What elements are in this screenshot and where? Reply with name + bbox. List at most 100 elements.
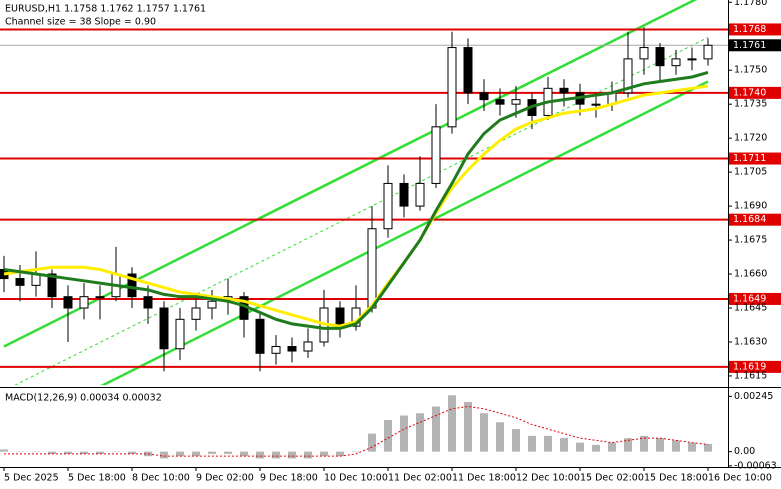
x-tick-label: 5 Dec 2025 [4, 473, 59, 484]
candle-body [447, 47, 457, 128]
macd-bar [176, 451, 184, 457]
channel-line [100, 80, 709, 385]
level-label-box [729, 23, 781, 36]
candle-body [79, 296, 89, 309]
macd-bar [128, 451, 136, 454]
candle-body [399, 182, 409, 207]
macd-bar [336, 451, 344, 457]
macd-bar [320, 451, 328, 457]
candle-body [415, 182, 425, 207]
y-tick-label: 1.1660 [734, 269, 767, 280]
macd-bar [272, 451, 280, 459]
x-tick-label: 9 Dec 18:00 [260, 473, 318, 484]
macd-bar [16, 451, 24, 453]
y-tick-label: 1.1780 [734, 0, 767, 8]
level-label: 1.1649 [733, 293, 766, 304]
x-tick-label: 11 Dec 02:00 [388, 473, 452, 484]
candle-body [495, 99, 505, 105]
candle-body [143, 296, 153, 309]
candle-body [671, 58, 681, 67]
level-label: 1.1768 [733, 24, 766, 35]
macd-bar [688, 442, 696, 452]
macd-bar [160, 451, 168, 459]
y-tick-label: 1.1735 [734, 99, 767, 110]
macd-bar [624, 438, 632, 452]
level-label-box [729, 213, 781, 226]
macd-bar [112, 451, 120, 453]
macd-bar [400, 415, 408, 452]
y-tick-label: 1.1645 [734, 303, 767, 314]
macd-bar [640, 435, 648, 452]
candle-body [303, 341, 313, 352]
macd-bar [576, 442, 584, 452]
level-label: 1.1684 [733, 214, 766, 225]
macd-bar [304, 451, 312, 459]
candle-body [47, 273, 57, 298]
candle-body [511, 99, 521, 105]
macd-bar [368, 433, 376, 452]
macd-bar [544, 435, 552, 452]
candle-body [655, 47, 665, 67]
level-label: 1.1711 [733, 153, 766, 164]
y-tick-label: 1.1750 [734, 65, 767, 76]
macd-bar [384, 420, 392, 452]
candle-body [383, 182, 393, 230]
macd-bar [704, 443, 712, 452]
macd-bar [560, 438, 568, 452]
macd-bar [592, 444, 600, 452]
chart-title: EURUSD,H1 1.1758 1.1762 1.1757 1.1761 [5, 4, 206, 15]
level-label-box [729, 152, 781, 165]
x-tick-label: 5 Dec 18:00 [68, 473, 126, 484]
macd-bar [208, 451, 216, 454]
level-label: 1.1619 [733, 361, 766, 372]
macd-bar [96, 451, 104, 454]
candle-body [591, 103, 601, 106]
level-label-box [729, 360, 781, 373]
x-tick-label: 12 Dec 10:00 [516, 473, 580, 484]
candle-body [479, 92, 489, 101]
candle-body [207, 300, 217, 309]
x-tick-label: 15 Dec 18:00 [644, 473, 708, 484]
macd-bar [608, 442, 616, 452]
x-tick-label: 10 Dec 10:00 [324, 473, 388, 484]
y-tick-label: -0.00063 [734, 460, 777, 471]
candle-body [191, 307, 201, 320]
macd-bar [224, 451, 232, 454]
macd-bar [512, 429, 520, 452]
moving-average [3, 71, 709, 330]
macd-bar [672, 440, 680, 452]
macd-bar [432, 406, 440, 452]
y-tick-label: 1.1705 [734, 167, 767, 178]
macd-pane [0, 395, 712, 459]
candle-body [15, 278, 25, 286]
candle-body [367, 228, 377, 309]
candle-body [95, 296, 105, 299]
macd-bar [496, 422, 504, 452]
macd-bar [528, 435, 536, 452]
candle-body [63, 296, 73, 309]
candle-body [463, 47, 473, 94]
candle-body [703, 44, 713, 60]
x-tick-label: 8 Dec 10:00 [132, 473, 190, 484]
macd-bar [256, 451, 264, 459]
level-label-box [729, 86, 781, 99]
y-tick-label: 1.1615 [734, 370, 767, 381]
macd-bar [448, 395, 456, 452]
candle-body [175, 318, 185, 350]
candle-body [287, 346, 297, 352]
macd-bar [192, 451, 200, 457]
macd-bar [352, 451, 360, 453]
candle-body [335, 307, 345, 327]
moving-average [3, 84, 709, 328]
macd-signal [4, 406, 709, 457]
macd-bar [80, 451, 88, 454]
y-tick-label: 1.1630 [734, 336, 767, 347]
candle-body [687, 58, 697, 61]
y-tick-label: 0.00245 [734, 391, 773, 402]
x-tick-label: 15 Dec 02:00 [580, 473, 644, 484]
y-tick-label: 1.1720 [734, 133, 767, 144]
candle-body [159, 307, 169, 350]
macd-bar [288, 451, 296, 459]
macd-bar [464, 401, 472, 452]
